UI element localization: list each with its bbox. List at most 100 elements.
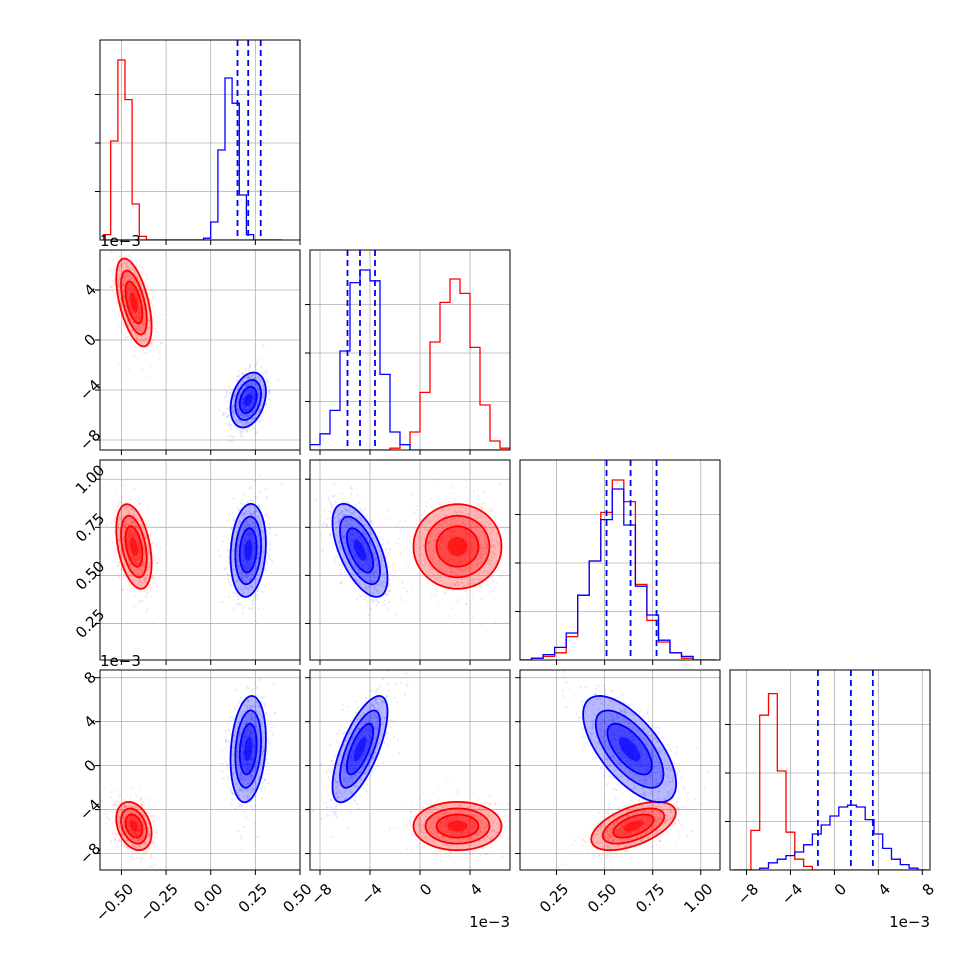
sample-point — [140, 525, 143, 528]
sample-point — [130, 508, 133, 511]
sample-point — [104, 813, 107, 816]
sample-point — [128, 529, 131, 532]
sample-point — [241, 529, 244, 532]
sample-point — [141, 563, 144, 566]
sample-point — [118, 561, 121, 565]
sample-point — [252, 399, 255, 402]
sample-point — [484, 551, 487, 554]
sample-point — [468, 563, 471, 566]
sample-point — [122, 309, 125, 313]
sample-point — [252, 495, 255, 498]
sample-point — [143, 557, 146, 561]
sample-point — [252, 521, 255, 524]
sample-point — [245, 509, 248, 512]
sample-point — [338, 563, 341, 566]
sample-point — [137, 573, 140, 576]
panel-plot-area — [105, 474, 283, 625]
sample-point — [368, 585, 371, 588]
sample-point — [379, 549, 382, 552]
sample-point — [111, 285, 114, 288]
sample-point — [237, 595, 240, 598]
sample-point — [130, 533, 133, 536]
sample-point — [239, 602, 242, 606]
sample-point — [250, 418, 253, 421]
sample-point — [118, 838, 121, 842]
sample-point — [362, 567, 365, 570]
sample-point — [450, 483, 454, 486]
sample-point — [368, 591, 371, 595]
sample-point — [249, 510, 252, 513]
sample-point — [110, 259, 114, 262]
sample-point — [144, 596, 147, 599]
sample-point — [435, 479, 439, 482]
sample-point — [355, 526, 358, 529]
sample-point — [236, 375, 239, 378]
sample-point — [356, 494, 359, 497]
sample-point — [334, 561, 337, 564]
sample-point — [229, 424, 232, 427]
sample-point — [266, 529, 269, 533]
sample-point — [123, 277, 126, 280]
sample-point — [345, 520, 348, 523]
sample-point — [232, 404, 235, 407]
sample-point — [489, 564, 492, 567]
sample-point — [245, 575, 248, 578]
sample-point — [244, 414, 247, 417]
sample-point — [244, 539, 247, 543]
sample-point — [451, 607, 454, 610]
sample-point — [137, 558, 140, 561]
sample-point — [134, 535, 137, 538]
sample-point — [251, 534, 254, 537]
sample-point — [426, 529, 429, 532]
sample-point — [252, 596, 255, 599]
sample-point — [245, 421, 248, 425]
sample-point — [235, 420, 238, 423]
sample-point — [442, 540, 445, 543]
sample-point — [424, 561, 427, 564]
sample-point — [456, 581, 459, 584]
sample-point — [141, 599, 144, 602]
sample-point — [118, 538, 121, 541]
sample-point — [128, 302, 131, 305]
sample-point — [134, 570, 137, 573]
sample-point — [139, 552, 142, 555]
sample-point — [417, 546, 420, 549]
sample-point — [123, 845, 126, 848]
sample-point — [245, 376, 248, 380]
sample-point — [248, 384, 251, 387]
sample-point — [236, 580, 239, 583]
sample-point — [243, 536, 247, 539]
sample-point — [438, 530, 441, 533]
sample-point — [153, 339, 156, 342]
sample-point — [367, 550, 370, 553]
sample-point — [128, 535, 131, 538]
sample-point — [262, 393, 265, 396]
sample-point — [246, 389, 249, 392]
sample-point — [362, 531, 365, 534]
sample-point — [465, 583, 468, 586]
sample-point — [124, 262, 127, 265]
sample-point — [381, 572, 384, 575]
sample-point — [386, 607, 389, 610]
sample-point — [241, 576, 244, 579]
sample-point — [355, 537, 358, 541]
sample-point — [367, 549, 370, 553]
sample-point — [387, 552, 390, 555]
sample-point — [328, 510, 331, 513]
sample-point — [456, 567, 459, 570]
sample-point — [148, 344, 151, 347]
sample-point — [138, 307, 141, 310]
sample-point — [133, 532, 136, 535]
sample-point — [258, 505, 261, 508]
sample-point — [249, 382, 252, 385]
sample-point — [138, 578, 141, 581]
sample-point — [256, 597, 259, 600]
sample-point — [247, 512, 250, 516]
sample-point — [483, 569, 487, 572]
sample-point — [249, 577, 252, 581]
sample-point — [443, 501, 446, 504]
sample-point — [132, 286, 135, 290]
sample-point — [439, 540, 442, 543]
sample-point — [108, 811, 111, 814]
sample-point — [114, 508, 117, 511]
